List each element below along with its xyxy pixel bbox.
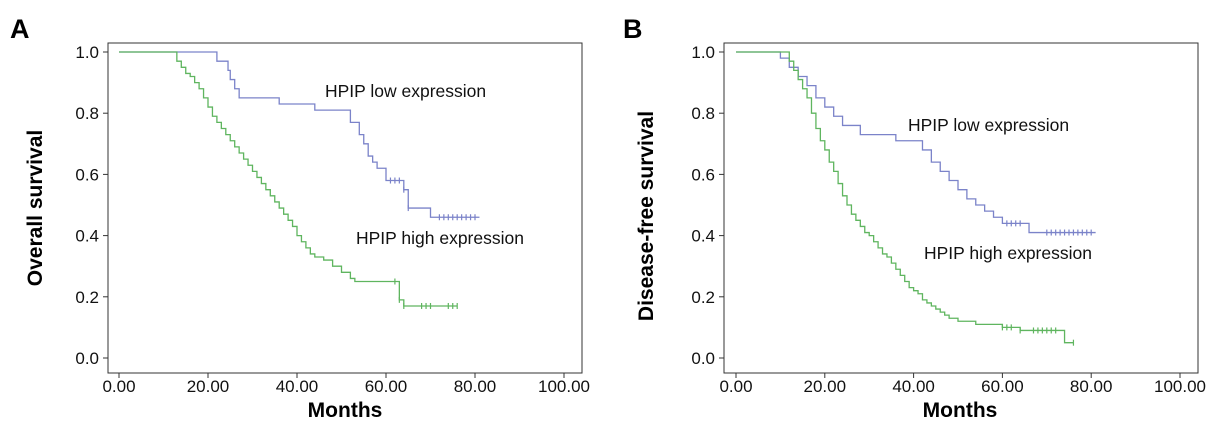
y-tick-label-b-1: 0.2 (691, 288, 715, 307)
panel-label-b: B (623, 14, 643, 44)
y-tick-label-a-2: 0.4 (75, 227, 99, 246)
x-tick-label-a-0: 0.00 (102, 377, 135, 396)
x-tick-label-a-3: 60.00 (365, 377, 408, 396)
curve-label-high-a: HPIP high expression (356, 228, 524, 248)
x-tick-label-b-3: 60.00 (981, 377, 1024, 396)
x-tick-label-b-5: 100.00 (1154, 377, 1206, 396)
panel-a: A 0.0 0.2 0.4 0.6 0.8 1.0 0.00 20.00 40.00 60.00 8… (10, 14, 590, 422)
x-tick-label-a-4: 80.00 (454, 377, 497, 396)
y-axis-title-b: Disease-free survival (635, 111, 658, 321)
panel-label-a: A (10, 14, 30, 44)
y-tick-label-b-3: 0.6 (691, 165, 715, 184)
y-tick-label-b-2: 0.4 (691, 227, 715, 246)
y-tick-label-a-3: 0.6 (75, 165, 99, 184)
plot-frame-a (107, 42, 583, 374)
x-tick-label-a-2: 40.00 (276, 377, 319, 396)
y-axis-title-a: Overall survival (24, 130, 47, 286)
x-tick-label-a-5: 100.00 (538, 377, 590, 396)
y-tick-label-b-0: 0.0 (691, 349, 715, 368)
y-tick-label-a-0: 0.0 (75, 349, 99, 368)
survival-curve-low-b (736, 51, 1096, 234)
x-tick-label-b-1: 20.00 (804, 377, 847, 396)
y-tick-label-a-1: 0.2 (75, 288, 99, 307)
plot-frame-b (723, 42, 1199, 374)
x-axis-title-a: Months (308, 399, 383, 422)
curve-label-high-b: HPIP high expression (924, 243, 1092, 263)
x-tick-label-b-2: 40.00 (892, 377, 935, 396)
curve-label-low-b: HPIP low expression (908, 115, 1069, 135)
survival-curve-high-a (119, 51, 458, 307)
survival-curve-low-a (119, 51, 480, 218)
x-tick-label-b-4: 80.00 (1070, 377, 1113, 396)
x-axis-title-b: Months (923, 399, 998, 422)
panel-b: B 0.0 0.2 0.4 0.6 0.8 1.0 0.00 20.00 40.00 60.00 8… (623, 14, 1206, 422)
y-tick-label-a-4: 0.8 (75, 104, 99, 123)
survival-curve-high-b (736, 51, 1074, 344)
y-tick-label-b-5: 1.0 (691, 43, 715, 62)
y-tick-label-a-5: 1.0 (75, 43, 99, 62)
curve-label-low-a: HPIP low expression (325, 81, 486, 101)
x-tick-label-b-0: 0.00 (719, 377, 752, 396)
plot-area-b: 0.0 0.2 0.4 0.6 0.8 1.0 0.00 20.00 40.00 60.00 80.… (691, 43, 1206, 396)
x-tick-label-a-1: 20.00 (187, 377, 230, 396)
plot-area-a: 0.0 0.2 0.4 0.6 0.8 1.0 0.00 20.00 40.00 60.00 80.… (75, 43, 590, 396)
y-tick-label-b-4: 0.8 (691, 104, 715, 123)
